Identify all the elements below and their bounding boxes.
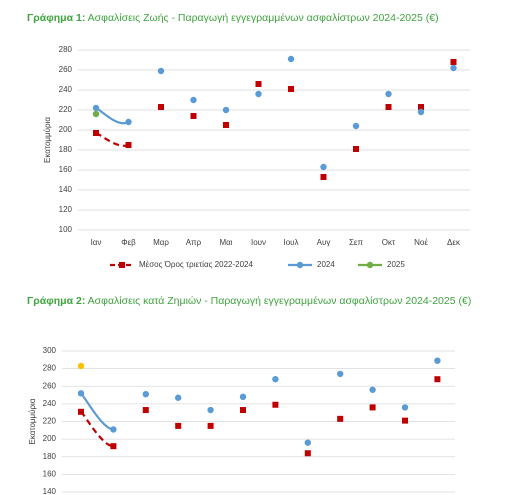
y-tick-label: 180 [59,145,73,154]
marker [352,122,360,130]
marker [369,386,376,393]
marker [401,404,409,411]
marker [207,422,214,429]
marker [320,174,327,180]
marker [304,450,311,457]
marker [337,370,344,378]
marker [353,146,359,152]
y-tick-label: 280 [59,45,73,54]
series-line [80,392,114,431]
y-tick-label: 180 [43,452,57,461]
y-tick-label: 200 [43,434,57,443]
marker [142,390,149,398]
y-tick-label: 260 [59,65,73,74]
y-tick-label: 220 [43,417,57,426]
title-label: Γράφημα 2: [27,295,86,307]
marker [110,426,117,433]
title-label: Γράφημα 1: [27,12,86,24]
y-tick-label: 200 [59,125,73,134]
marker [450,64,457,72]
marker [272,376,279,383]
marker [125,142,132,148]
title-text: Ασφαλίσεις Ζωής - Παραγωγή εγγεγραμμένων… [87,12,439,24]
x-tick-label: Νοέ [414,238,428,247]
marker [77,362,85,370]
marker [158,104,164,110]
marker [255,81,262,87]
legend-label: 2024 [317,260,335,269]
marker [417,108,425,116]
marker [207,406,214,414]
y-tick-label: 300 [43,346,57,355]
marker [142,407,149,414]
x-tick-label: Σεπ [349,238,364,247]
y-tick-label: 140 [43,487,57,495]
marker [255,90,262,98]
marker [434,357,441,364]
marker [272,401,279,408]
x-tick-label: Οκτ [382,238,396,247]
y-tick-label: 260 [43,381,57,390]
marker [385,90,392,98]
legend-label: Μέσος Όρος τριετίας 2022-2024 [139,260,253,269]
marker [222,106,230,114]
marker [190,96,197,104]
marker [337,415,344,422]
marker [369,404,376,411]
marker [92,110,100,118]
x-tick-label: Μαρ [153,238,169,247]
x-tick-label: Απρ [186,238,202,247]
y-tick-label: 160 [59,165,73,174]
title-text: Ασφαλίσεις κατά Ζημιών - Παραγωγή εγγεγρ… [87,295,472,307]
marker [175,422,182,429]
x-tick-label: Ιουλ [283,238,298,247]
marker [239,393,247,401]
y-axis-label: Εκατομμύρια [28,398,37,444]
x-tick-label: Δεκ [447,238,461,247]
y-tick-label: 220 [59,105,73,114]
marker [125,118,132,126]
marker [418,104,424,110]
marker [385,104,392,110]
y-tick-label: 120 [59,205,73,214]
marker [110,443,117,450]
x-tick-label: Φεβ [121,238,136,247]
marker [434,376,441,383]
series-line [95,131,129,147]
marker [223,122,229,128]
marker [77,390,85,397]
marker [78,408,84,415]
marker [240,407,246,414]
x-tick-label: Μαι [219,238,232,247]
marker [119,262,125,268]
marker [366,261,374,269]
y-tick-label: 160 [43,469,57,478]
y-tick-label: 240 [43,399,57,408]
marker [320,163,327,171]
marker [304,439,311,446]
marker [288,86,294,92]
y-tick-label: 280 [43,364,57,373]
x-tick-label: Αυγ [317,238,331,247]
marker [296,261,304,269]
marker [92,104,100,112]
chart-title: Γράφημα 1: Ασφαλίσεις Ζωής - Παραγωγή εγ… [27,12,507,25]
y-tick-label: 100 [59,225,73,234]
marker [175,394,182,401]
marker [287,55,295,63]
chart-title: Γράφημα 2: Ασφαλίσεις κατά Ζημιών - Παρα… [27,295,507,308]
x-tick-label: Ιουν [251,238,266,247]
legend-label: 2025 [387,260,405,269]
marker [190,113,197,119]
x-tick-label: Ιαν [91,238,102,247]
marker [93,130,99,136]
marker [450,59,457,65]
marker [157,67,165,75]
marker [402,417,408,424]
y-tick-label: 240 [59,85,73,94]
y-tick-label: 140 [59,185,73,194]
y-axis-label: Εκατομμύρια [43,117,52,163]
